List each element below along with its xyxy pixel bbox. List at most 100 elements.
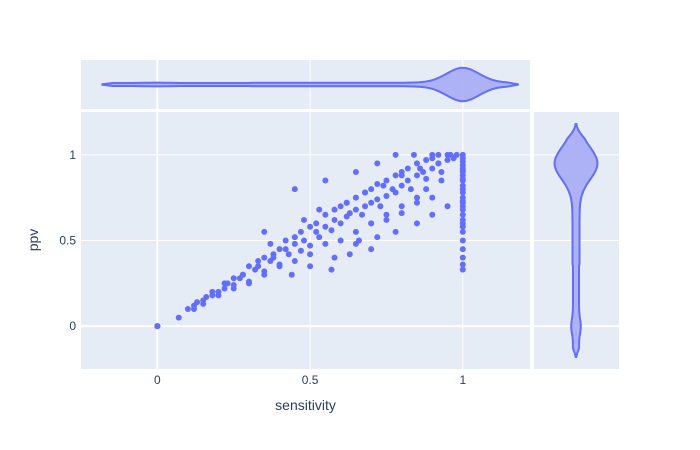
data-point [368, 199, 375, 206]
data-point [276, 263, 283, 270]
data-point [261, 228, 268, 235]
marginal-y-violin [553, 123, 599, 358]
data-point [459, 246, 466, 253]
data-point [368, 246, 375, 253]
x-tick-label: 1 [459, 373, 466, 387]
data-point [194, 299, 201, 306]
data-point [392, 172, 399, 179]
data-point [383, 177, 390, 184]
data-point [307, 251, 314, 258]
data-point [359, 211, 366, 218]
data-point [331, 206, 338, 213]
data-point [398, 210, 405, 217]
data-point [417, 165, 424, 172]
data-point [368, 220, 375, 227]
x-tick-label: 0 [154, 373, 161, 387]
data-point [245, 280, 252, 287]
data-point [459, 254, 466, 261]
data-point [423, 175, 430, 182]
data-point [346, 251, 353, 258]
data-point [352, 228, 359, 235]
data-point [429, 211, 436, 218]
data-point [331, 254, 338, 261]
data-point [392, 189, 399, 196]
data-point [300, 237, 307, 244]
data-point [175, 314, 182, 321]
data-point [435, 160, 442, 167]
data-point [328, 266, 335, 273]
data-point [362, 189, 369, 196]
data-point [261, 254, 268, 261]
data-point [255, 258, 262, 265]
data-point [429, 151, 436, 158]
data-point [297, 247, 304, 254]
data-point [154, 323, 161, 330]
data-point [239, 271, 246, 278]
data-point [380, 182, 387, 189]
data-point [377, 203, 384, 210]
data-point [398, 182, 405, 189]
data-point [374, 160, 381, 167]
data-point [459, 151, 466, 158]
data-point [459, 237, 466, 244]
data-point [423, 156, 430, 163]
data-point [316, 206, 323, 213]
x-tick-labels: 0 0.5 1 [154, 373, 466, 387]
x-axis-title: sensitivity [275, 397, 336, 413]
data-point [322, 177, 329, 184]
data-point [230, 285, 237, 292]
data-point [459, 211, 466, 218]
data-point [383, 192, 390, 199]
data-point [282, 237, 289, 244]
data-point [322, 223, 329, 230]
data-point [383, 211, 390, 218]
data-point [288, 271, 295, 278]
data-point [337, 237, 344, 244]
x-tick-label: 0.5 [302, 373, 319, 387]
data-point [191, 306, 198, 313]
data-point [297, 228, 304, 235]
data-point [331, 216, 338, 223]
data-point [404, 165, 411, 172]
y-tick-labels: 00.51 [59, 148, 76, 333]
data-point [362, 203, 369, 210]
data-point [459, 182, 466, 189]
data-point [407, 186, 414, 193]
data-point [346, 210, 353, 217]
data-point [285, 251, 292, 258]
data-point [307, 242, 314, 249]
data-point [453, 151, 460, 158]
data-point [413, 199, 420, 206]
data-point [337, 203, 344, 210]
data-point [429, 165, 436, 172]
data-point [404, 177, 411, 184]
data-point [230, 275, 237, 282]
data-point [383, 216, 390, 223]
data-point [313, 228, 320, 235]
y-tick-label: 1 [69, 148, 76, 162]
data-point [459, 206, 466, 213]
data-point [221, 285, 228, 292]
data-point [435, 151, 442, 158]
data-point [429, 194, 436, 201]
data-point [313, 220, 320, 227]
data-point [215, 292, 222, 299]
data-point [374, 180, 381, 187]
data-point [413, 160, 420, 167]
data-point [328, 227, 335, 234]
data-point [438, 168, 445, 175]
data-point [337, 220, 344, 227]
data-point [245, 263, 252, 270]
marginal-x-violin [101, 66, 519, 103]
data-point [355, 237, 362, 244]
data-point [261, 271, 268, 278]
data-point [459, 175, 466, 182]
y-axis-title: ppv [25, 229, 41, 252]
data-point [374, 196, 381, 203]
data-point [316, 234, 323, 241]
data-point [438, 177, 445, 184]
data-point [392, 228, 399, 235]
data-point [447, 151, 454, 158]
data-point [200, 297, 207, 304]
